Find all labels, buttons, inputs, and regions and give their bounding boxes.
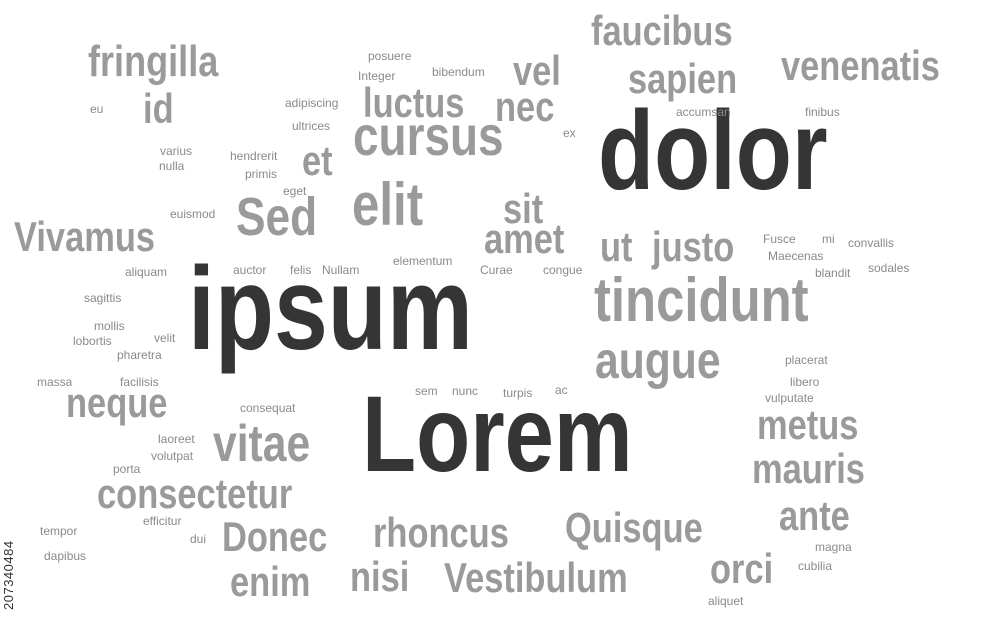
word-libero: libero — [790, 375, 820, 389]
word-ac: ac — [555, 383, 568, 397]
word-efficitur: efficitur — [143, 514, 182, 528]
word-cubilia: cubilia — [798, 559, 833, 573]
word-fringilla: fringilla — [88, 37, 219, 86]
stock-image-id: 207340484 — [1, 540, 16, 610]
word-lorem: Lorem — [362, 373, 633, 494]
word-dapibus: dapibus — [44, 549, 87, 563]
word-fusce: Fusce — [763, 232, 796, 246]
word-enim: enim — [230, 558, 311, 605]
word-nec: nec — [495, 83, 555, 130]
word-nisi: nisi — [350, 553, 410, 600]
word-euismod: euismod — [170, 207, 216, 221]
word-facilisis: facilisis — [120, 375, 159, 389]
word-eu: eu — [90, 102, 104, 116]
word-orci: orci — [710, 545, 774, 592]
word-porta: porta — [113, 462, 141, 476]
word-bibendum: bibendum — [432, 65, 485, 79]
word-finibus: finibus — [805, 105, 840, 119]
word-varius: varius — [160, 144, 193, 158]
word-elementum: elementum — [393, 254, 453, 268]
word-auctor: auctor — [233, 263, 267, 277]
word-faucibus: faucibus — [591, 7, 733, 54]
word-sem: sem — [415, 384, 438, 398]
word-magna: magna — [815, 540, 852, 554]
word-mauris: mauris — [752, 445, 865, 492]
word-cursus: cursus — [353, 104, 504, 167]
word-mi: mi — [822, 232, 835, 246]
word-integer: Integer — [358, 69, 396, 83]
word-pharetra: pharetra — [117, 348, 162, 362]
word-sagittis: sagittis — [84, 291, 122, 305]
word-amet: amet — [484, 215, 565, 262]
word-sed: Sed — [236, 187, 318, 247]
word-dui: dui — [190, 532, 207, 546]
word-dolor: dolor — [598, 88, 828, 213]
word-donec: Donec — [222, 513, 328, 560]
word-quisque: Quisque — [565, 504, 703, 551]
word-ut: ut — [600, 223, 633, 270]
word-elit: elit — [352, 171, 424, 238]
word-neque: neque — [66, 379, 168, 426]
word-posuere: posuere — [368, 49, 412, 63]
word-ipsum: ipsum — [188, 243, 473, 375]
word-sit: sit — [503, 185, 544, 232]
word-luctus: luctus — [363, 79, 465, 126]
word-tincidunt: tincidunt — [594, 266, 809, 335]
word-vitae: vitae — [213, 415, 311, 473]
word-accumsan: accumsan — [676, 105, 731, 119]
word-curae: Curae — [480, 263, 513, 277]
word-tempor: tempor — [40, 524, 78, 538]
word-eget: eget — [283, 184, 307, 198]
word-mollis: mollis — [94, 319, 125, 333]
word-maecenas: Maecenas — [768, 249, 824, 263]
word-vulputate: vulputate — [765, 391, 814, 405]
word-adipiscing: adipiscing — [285, 96, 339, 110]
word-laoreet: laoreet — [158, 432, 195, 446]
word-augue: augue — [595, 332, 721, 390]
word-id: id — [143, 85, 174, 132]
word-et: et — [302, 137, 333, 184]
word-ante: ante — [779, 492, 850, 539]
word-nulla: nulla — [159, 159, 185, 173]
word-primis: primis — [245, 167, 277, 181]
word-sodales: sodales — [868, 261, 910, 275]
word-consequat: consequat — [240, 401, 296, 415]
word-sapien: sapien — [628, 55, 738, 102]
word-lobortis: lobortis — [73, 334, 112, 348]
word-ultrices: ultrices — [292, 119, 331, 133]
word-aliquam: aliquam — [125, 265, 168, 279]
word-turpis: turpis — [503, 386, 533, 400]
word-vivamus: Vivamus — [14, 213, 156, 260]
word-justo: justo — [652, 223, 735, 270]
word-metus: metus — [757, 401, 859, 448]
word-placerat: placerat — [785, 353, 828, 367]
word-ex: ex — [563, 126, 576, 140]
word-volutpat: volutpat — [151, 449, 194, 463]
word-hendrerit: hendrerit — [230, 149, 278, 163]
word-velit: velit — [154, 331, 176, 345]
word-felis: felis — [290, 263, 312, 277]
word-nunc: nunc — [452, 384, 479, 398]
word-congue: congue — [543, 263, 583, 277]
word-convallis: convallis — [848, 236, 895, 250]
word-blandit: blandit — [815, 266, 851, 280]
word-consectetur: consectetur — [97, 470, 293, 517]
word-rhoncus: rhoncus — [373, 509, 509, 556]
word-nullam: Nullam — [322, 263, 360, 277]
word-vestibulum: Vestibulum — [444, 554, 628, 601]
word-venenatis: venenatis — [781, 42, 940, 89]
word-aliquet: aliquet — [708, 594, 744, 608]
word-vel: vel — [513, 47, 561, 94]
word-massa: massa — [37, 375, 73, 389]
